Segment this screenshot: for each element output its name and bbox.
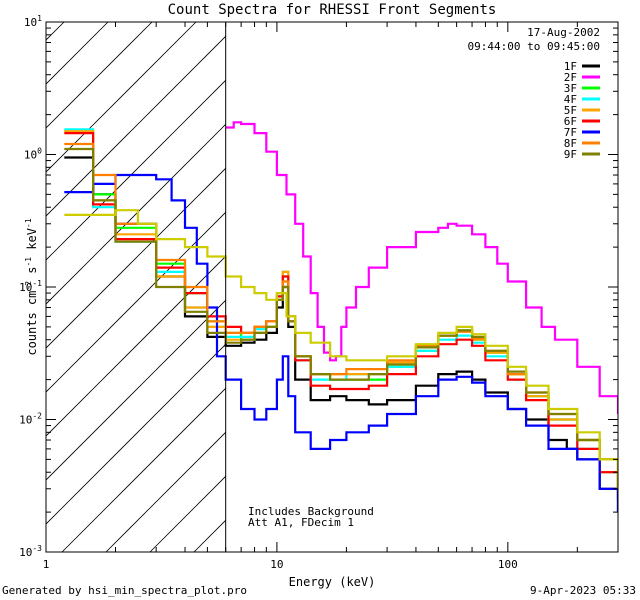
y-label-kev: keV xyxy=(25,228,39,257)
hatch-line xyxy=(46,255,226,437)
background-note: Includes Background xyxy=(248,505,374,518)
series-line-3f xyxy=(64,130,618,500)
hatch-line xyxy=(46,22,153,129)
legend-label: 1F xyxy=(564,60,577,73)
footer-date: 9-Apr-2023 05:33 xyxy=(530,584,636,597)
series-line-5f xyxy=(64,130,618,500)
hatch-line xyxy=(46,35,226,217)
plot-frame xyxy=(45,21,619,553)
hatch-line xyxy=(46,167,226,349)
legend-label: 3F xyxy=(564,82,577,95)
hatch-line xyxy=(238,22,640,552)
y-label-main: counts cm xyxy=(25,291,39,356)
legend-label: 7F xyxy=(564,126,577,139)
hatch-line xyxy=(326,22,640,552)
chart-title: Count Spectra for RHESSI Front Segments xyxy=(168,2,497,18)
legend-label: 6F xyxy=(564,115,577,128)
hatch-line xyxy=(46,299,226,481)
series-line-4f xyxy=(64,128,618,500)
hatch-line xyxy=(46,123,226,305)
x-axis-label: Energy (keV) xyxy=(289,575,376,589)
hatched-region xyxy=(0,22,640,552)
legend-label: 9F xyxy=(564,148,577,161)
time-range-label: 09:44:00 to 09:45:00 xyxy=(468,40,600,53)
y-tick-label: 10-2 xyxy=(19,412,42,427)
hatch-line xyxy=(0,22,20,552)
legend-label: 5F xyxy=(564,104,577,117)
hatch-line xyxy=(46,22,197,173)
x-tick-label: 1 xyxy=(43,558,50,571)
legend-label: 8F xyxy=(564,137,577,150)
x-tick-label: 10 xyxy=(270,558,283,571)
attenuator-note: Att A1, FDecim 1 xyxy=(248,516,354,529)
y-label-exp1: -2 xyxy=(24,281,33,291)
legend-label: 4F xyxy=(564,93,577,106)
hatch-line xyxy=(46,211,226,393)
y-tick-label: 10-1 xyxy=(19,279,42,294)
series-line-9f xyxy=(64,147,618,489)
y-axis-label: counts cm-2 s-1 keV-1 xyxy=(24,218,39,355)
series-line-extra-9 xyxy=(64,209,618,489)
hatch-line xyxy=(282,22,640,552)
date-label: 17-Aug-2002 xyxy=(527,26,600,39)
y-tick-label: 10-3 xyxy=(19,544,42,559)
series-line-8f xyxy=(64,142,618,489)
footer-generator: Generated by hsi_min_spectra_plot.pro xyxy=(2,584,247,597)
y-tick-label: 100 xyxy=(24,147,42,162)
hatch-line xyxy=(46,79,226,261)
y-tick-label: 101 xyxy=(24,14,42,29)
legend-label: 2F xyxy=(564,71,577,84)
hatch-line xyxy=(61,387,226,552)
y-label-s: s xyxy=(25,267,39,281)
series-line-2f xyxy=(225,121,618,414)
series-line-6f xyxy=(64,132,618,500)
hatch-line xyxy=(105,431,226,552)
y-label-exp3: -1 xyxy=(24,218,33,228)
x-tick-label: 100 xyxy=(498,558,518,571)
hatch-line xyxy=(46,343,226,525)
y-label-exp2: -1 xyxy=(24,257,33,267)
series-line-7f xyxy=(64,173,618,513)
